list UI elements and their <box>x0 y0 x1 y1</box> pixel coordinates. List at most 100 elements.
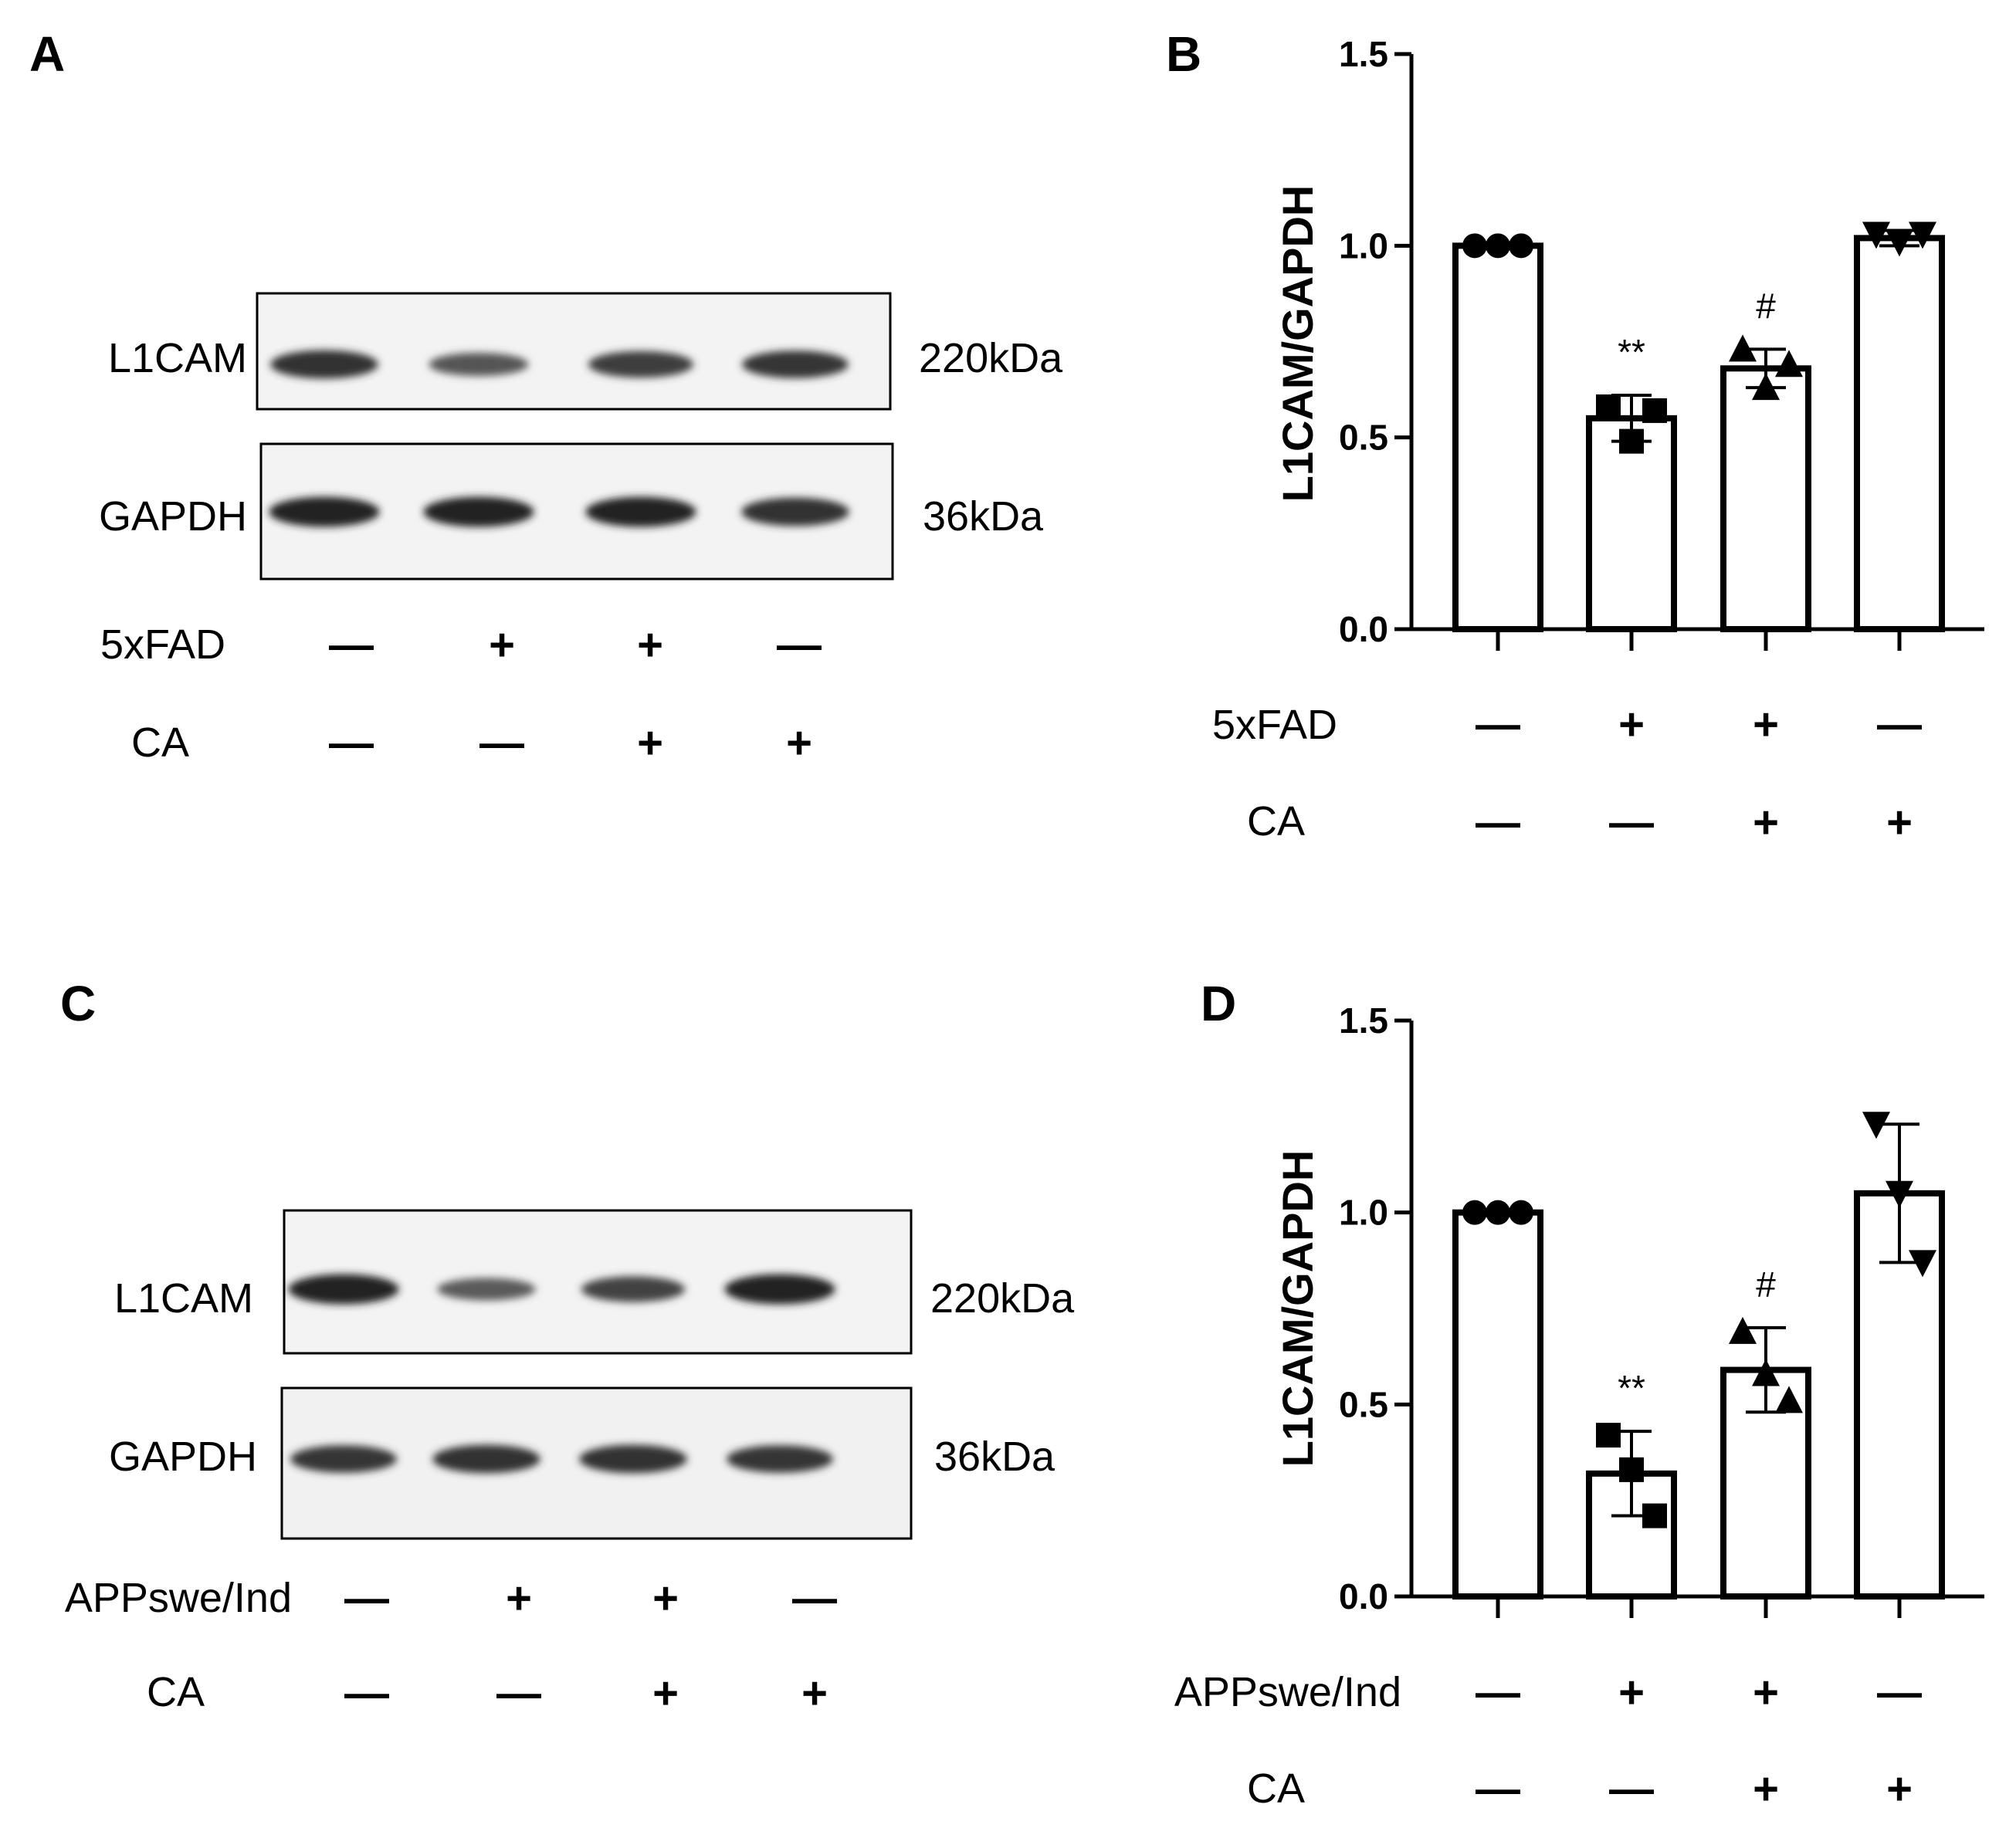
bar-chart-b: L1CAM/GAPDH 5xFAD CA 0.0 0.5 1.0 1.5 ** # — + + —… <box>1212 34 1984 848</box>
blot-band-a-l1cam-lane-4 <box>742 350 849 378</box>
condition-mark-c-appsweind-lane-2: + <box>506 1573 532 1623</box>
significance-label-d-3: # <box>1756 1264 1776 1305</box>
bar-b-4 <box>1854 235 1945 632</box>
blot-band-a-l1cam-lane-1 <box>270 350 378 379</box>
blot-label-gapdh-c: GAPDH <box>109 1434 257 1480</box>
condition-mark-b-ca-lane-3: + <box>1753 797 1779 848</box>
data-point-b-4-1 <box>1862 222 1890 249</box>
condition-mark-c-ca-lane-1: — <box>344 1668 389 1718</box>
condition-label-appswe-c: APPswe/Ind <box>65 1575 292 1621</box>
condition-mark-a-ca-lane-3: + <box>637 718 663 768</box>
blot-band-c-gapdh-lane-3 <box>579 1444 687 1474</box>
condition-label-ca-a: CA <box>131 719 189 766</box>
blot-size-l1cam-c: 220kDa <box>930 1275 1075 1322</box>
condition-mark-b-5xfad-lane-1: — <box>1476 699 1520 750</box>
data-point-d-3-2 <box>1752 1359 1780 1386</box>
data-point-b-2-3 <box>1642 398 1667 423</box>
significance-label-d-2: ** <box>1618 1368 1645 1408</box>
blot-band-c-l1cam-lane-4 <box>724 1274 835 1305</box>
blot-size-gapdh-c: 36kDa <box>934 1434 1055 1480</box>
condition-label-ca-d: CA <box>1247 1765 1305 1812</box>
condition-mark-b-5xfad-lane-3: + <box>1753 699 1779 750</box>
condition-mark-b-ca-lane-4: + <box>1886 797 1913 848</box>
condition-mark-a-5xfad-lane-2: + <box>489 620 515 670</box>
y-tick-label-d-2: 1.0 <box>1339 1193 1388 1233</box>
bar-b-1 <box>1452 242 1543 632</box>
data-point-b-1-2 <box>1486 233 1510 259</box>
data-point-d-3-3 <box>1775 1386 1803 1413</box>
condition-label-5xfad-a: 5xFAD <box>100 621 225 668</box>
data-point-d-3-1 <box>1729 1316 1757 1344</box>
condition-mark-a-ca-lane-4: + <box>786 718 812 768</box>
condition-mark-a-ca-lane-2: — <box>479 718 524 768</box>
y-axis-label-d: L1CAM/GAPDH <box>1273 1150 1322 1468</box>
condition-mark-a-5xfad-lane-1: — <box>329 620 374 670</box>
condition-label-appswe-d: APPswe/Ind <box>1174 1669 1401 1715</box>
blot-size-gapdh-a: 36kDa <box>923 493 1044 540</box>
condition-label-ca-b: CA <box>1247 798 1305 845</box>
condition-marks-a: — + + — — — + + <box>329 620 822 768</box>
western-blot-a: L1CAM GAPDH 220kDa 36kDa 5xFAD CA — + + —— —… <box>99 292 1063 768</box>
significance-label-b-3: # <box>1756 286 1776 326</box>
y-tick-label-d-1: 0.5 <box>1339 1384 1388 1424</box>
condition-marks-c: — + + — — — + + <box>344 1573 837 1718</box>
condition-mark-c-ca-lane-4: + <box>801 1668 828 1718</box>
bar-b-2 <box>1586 415 1677 632</box>
blot-bands-a <box>269 350 849 527</box>
panel-letter-d: D <box>1201 976 1236 1031</box>
condition-mark-d-appsweind-lane-2: + <box>1618 1667 1645 1718</box>
blot-label-gapdh-a: GAPDH <box>99 493 247 540</box>
condition-mark-d-ca-lane-2: — <box>1609 1764 1654 1814</box>
data-point-d-2-2 <box>1619 1457 1644 1482</box>
blot-band-c-gapdh-lane-4 <box>727 1445 833 1473</box>
western-blot-c: L1CAM GAPDH 220kDa 36kDa APPswe/Ind CA —… <box>65 1209 1075 1718</box>
condition-mark-b-5xfad-lane-4: — <box>1877 699 1922 750</box>
blot-label-l1cam-c: L1CAM <box>114 1275 253 1322</box>
condition-label-ca-c: CA <box>147 1669 205 1715</box>
condition-mark-c-appsweind-lane-3: + <box>652 1573 679 1623</box>
data-point-d-4-2 <box>1886 1180 1913 1208</box>
data-point-d-1-1 <box>1462 1200 1487 1225</box>
y-axis-label-b: L1CAM/GAPDH <box>1273 185 1322 503</box>
blot-band-c-l1cam-lane-2 <box>437 1278 536 1301</box>
condition-mark-c-ca-lane-3: + <box>652 1668 679 1718</box>
y-tick-label-b-3: 1.5 <box>1339 34 1388 74</box>
data-point-b-1-3 <box>1509 233 1533 259</box>
blot-band-a-gapdh-lane-3 <box>585 496 696 527</box>
data-point-b-3-1 <box>1729 334 1757 362</box>
condition-mark-d-appsweind-lane-1: — <box>1476 1667 1520 1718</box>
blot-band-a-l1cam-lane-2 <box>429 352 529 377</box>
y-tick-label-d-3: 1.5 <box>1339 1000 1388 1041</box>
data-point-d-4-1 <box>1862 1112 1890 1139</box>
condition-mark-d-ca-lane-1: — <box>1476 1764 1520 1814</box>
condition-mark-d-appsweind-lane-4: — <box>1877 1667 1922 1718</box>
blot-band-a-gapdh-lane-1 <box>269 496 380 527</box>
condition-mark-a-5xfad-lane-3: + <box>637 620 663 670</box>
blot-size-l1cam-a: 220kDa <box>919 335 1063 381</box>
condition-mark-b-5xfad-lane-2: + <box>1618 699 1645 750</box>
panel-letter-c: C <box>60 976 96 1031</box>
data-point-d-2-1 <box>1596 1423 1621 1448</box>
blot-band-a-l1cam-lane-3 <box>588 350 694 378</box>
data-point-b-3-3 <box>1775 350 1803 377</box>
data-point-b-2-2 <box>1619 428 1644 454</box>
y-tick-label-b-1: 0.5 <box>1339 418 1388 458</box>
blot-band-c-l1cam-lane-3 <box>581 1276 686 1302</box>
condition-mark-c-ca-lane-2: — <box>496 1668 541 1718</box>
data-point-d-1-2 <box>1486 1200 1510 1225</box>
condition-mark-b-ca-lane-1: — <box>1476 797 1520 848</box>
data-point-d-2-3 <box>1642 1503 1667 1528</box>
blot-band-c-gapdh-lane-2 <box>432 1444 540 1474</box>
data-point-d-4-3 <box>1909 1250 1936 1278</box>
condition-mark-d-ca-lane-4: + <box>1886 1764 1913 1814</box>
data-point-b-3-2 <box>1752 373 1780 401</box>
condition-mark-c-appsweind-lane-4: — <box>792 1573 837 1623</box>
y-tick-label-b-0: 0.0 <box>1339 609 1388 649</box>
y-tick-label-d-0: 0.0 <box>1339 1576 1388 1616</box>
condition-label-5xfad-b: 5xFAD <box>1212 702 1337 748</box>
condition-mark-a-ca-lane-1: — <box>329 718 374 768</box>
data-point-b-1-1 <box>1462 233 1487 259</box>
blot-bands-c <box>288 1274 835 1474</box>
data-point-d-1-3 <box>1509 1200 1533 1225</box>
